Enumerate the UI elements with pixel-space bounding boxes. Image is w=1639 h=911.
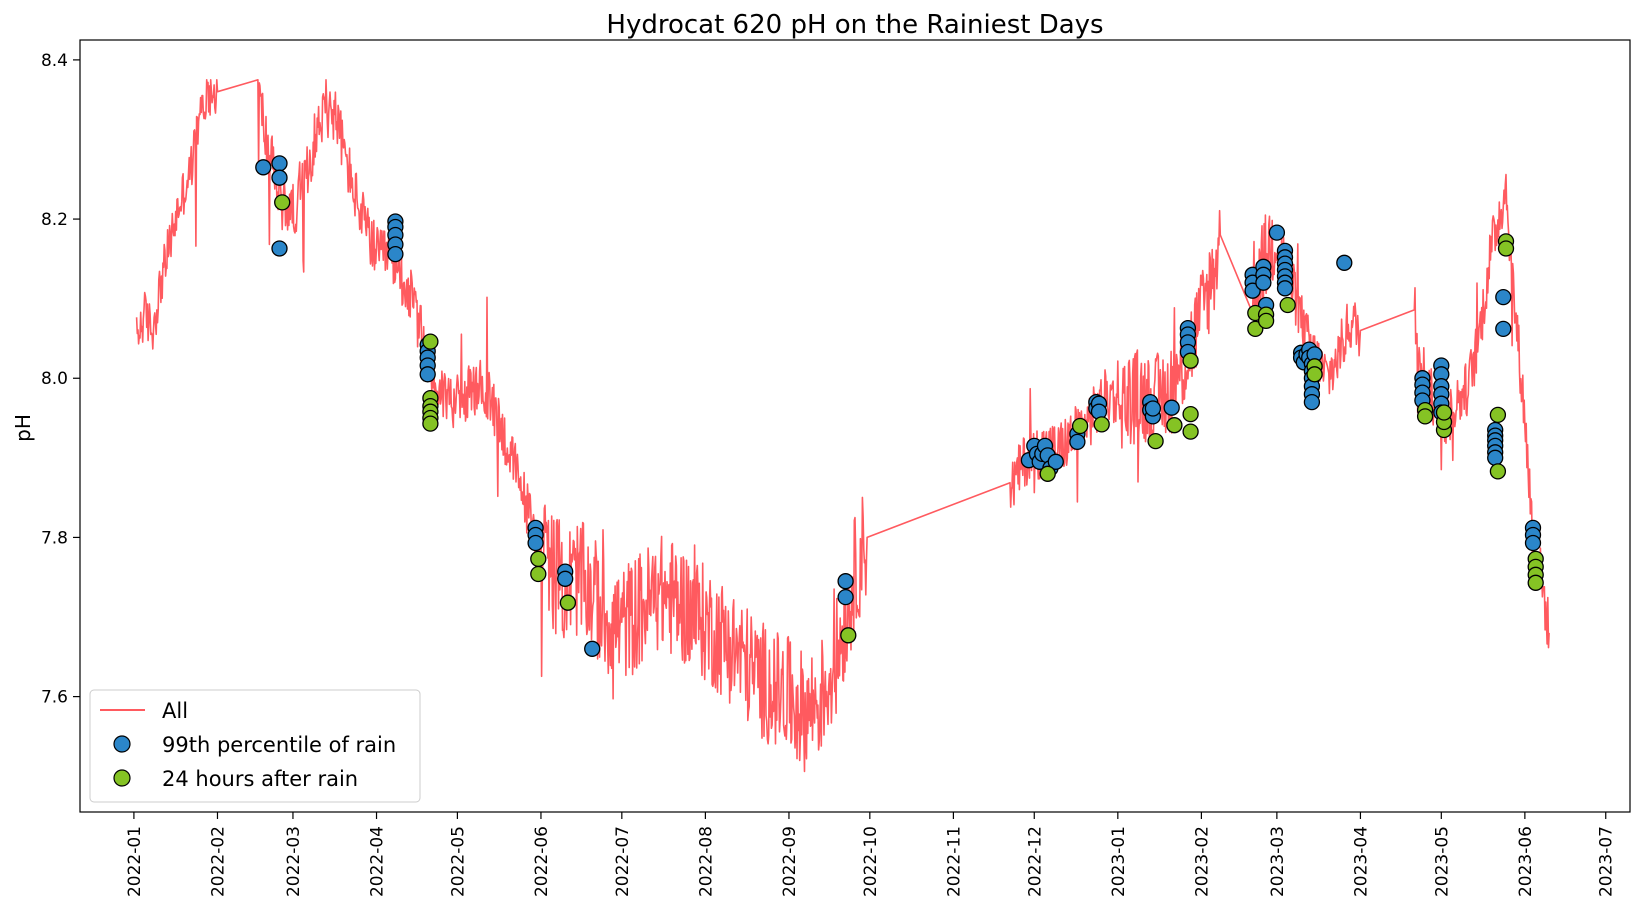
x-tick-label: 2022-01	[125, 826, 145, 897]
rain-point	[1495, 320, 1512, 338]
rain-point	[1487, 449, 1504, 466]
after-rain-point	[1039, 465, 1056, 482]
after-rain-point	[1182, 423, 1199, 440]
rain-point	[1524, 534, 1542, 552]
rain-point	[255, 159, 272, 176]
after-rain-point	[1435, 404, 1453, 421]
x-tick-label: 2022-07	[613, 826, 633, 897]
y-tick-label: 7.8	[41, 528, 68, 548]
after-rain-point	[1279, 296, 1296, 314]
x-tick-label: 2023-07	[1597, 826, 1617, 897]
y-axis-label: pH	[11, 414, 35, 442]
after-rain-point	[1416, 408, 1434, 425]
rain-point	[1144, 400, 1162, 417]
after-rain-point	[1093, 416, 1110, 433]
legend-label-all: All	[162, 699, 188, 723]
x-tick-label: 2023-02	[1192, 826, 1212, 897]
x-tick-label: 2022-09	[780, 826, 800, 897]
rain-point	[1268, 224, 1286, 241]
rain-point	[271, 240, 288, 257]
x-tick-label: 2022-12	[1025, 826, 1045, 897]
rain-point	[584, 640, 601, 657]
rain-point	[837, 588, 854, 606]
x-tick-label: 2022-03	[284, 826, 304, 897]
after-rain-point	[422, 333, 439, 350]
x-tick-label: 2022-11	[944, 826, 964, 897]
after-rain-point	[530, 550, 547, 568]
rain-point	[271, 169, 288, 186]
after-rain-point	[559, 594, 577, 611]
chart-title: Hydrocat 620 pH on the Rainiest Days	[606, 10, 1103, 40]
after-rain-point	[422, 415, 439, 432]
rain-point	[1163, 399, 1180, 416]
rain-point	[837, 573, 854, 590]
x-tick-label: 2023-03	[1268, 826, 1288, 897]
x-tick-label: 2022-06	[532, 826, 552, 897]
after-rain-point	[1497, 240, 1515, 257]
after-rain-point	[1527, 574, 1544, 591]
after-rain-point	[1182, 405, 1199, 423]
x-tick-label: 2022-10	[861, 826, 881, 897]
rain-point	[387, 245, 404, 263]
rain-point	[1303, 393, 1321, 411]
plot-frame	[79, 39, 1631, 813]
rain-point	[557, 570, 574, 587]
series-layer	[135, 79, 1550, 773]
y-tick-label: 8.4	[41, 51, 68, 71]
rain-point	[1047, 453, 1064, 470]
after-rain-point	[1257, 312, 1275, 330]
after-rain-point	[530, 565, 547, 583]
rain-point	[1495, 288, 1512, 306]
y-tick-label: 8.0	[41, 369, 68, 389]
rain-point	[419, 366, 436, 383]
legend-label-after: 24 hours after rain	[162, 767, 358, 791]
rain-point	[527, 534, 544, 552]
rain-point	[271, 155, 288, 172]
rain-point	[1276, 280, 1294, 297]
legend-box	[89, 689, 421, 803]
y-tick-label: 7.6	[41, 688, 68, 708]
x-tick-label: 2023-01	[1109, 826, 1129, 897]
x-tick-label: 2022-05	[448, 826, 468, 897]
x-tick-label: 2023-05	[1432, 826, 1452, 897]
after-rain-point	[1147, 432, 1164, 450]
y-tick-label: 8.2	[41, 210, 68, 230]
after-rain-point	[840, 627, 857, 644]
after-rain-point	[1182, 352, 1199, 369]
rain-point	[1244, 282, 1261, 299]
x-tick-label: 2023-04	[1351, 826, 1371, 897]
series-line-all	[135, 79, 1550, 773]
after-rain-point	[1306, 366, 1323, 383]
legend-swatch-after	[113, 769, 131, 787]
x-tick-label: 2022-02	[209, 826, 229, 897]
rain-point	[1255, 274, 1272, 291]
after-rain-point	[1489, 463, 1507, 480]
legend-label-rain: 99th percentile of rain	[162, 733, 396, 757]
rain-point	[1069, 433, 1086, 451]
x-tick-label: 2022-08	[696, 826, 716, 897]
after-rain-point	[1489, 406, 1507, 424]
after-rain-point	[1166, 417, 1183, 434]
rain-point	[1336, 254, 1353, 271]
after-rain-point	[1247, 320, 1264, 338]
legend-swatch-rain	[113, 735, 131, 753]
axes-layer: 7.6 7.8 8.0 8.2 8.4 2022-01 2022-02 2022-03 2022…	[41, 51, 1617, 897]
after-rain-point	[1071, 417, 1089, 435]
x-tick-label: 2022-04	[368, 826, 388, 897]
x-tick-label: 2023-06	[1516, 826, 1536, 897]
legend: All 99th percentile of rain 24 hours aft…	[89, 689, 421, 803]
after-rain-point	[274, 194, 291, 211]
